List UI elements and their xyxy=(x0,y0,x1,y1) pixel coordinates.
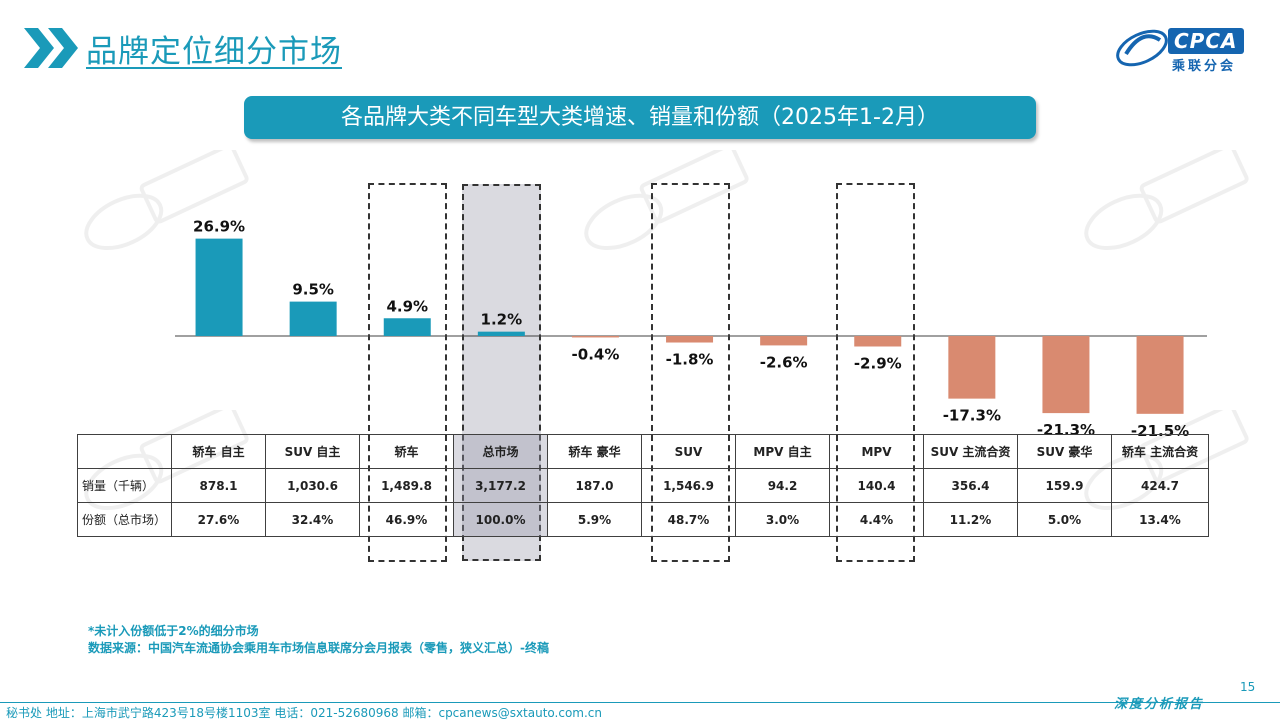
table-cell: 5.0% xyxy=(1017,502,1112,537)
table-header-cell: 轿车 豪华 xyxy=(547,434,642,469)
footnotes: *未计入份额低于2%的细分市场 数据来源：中国汽车流通协会乘用车市场信息联席分会… xyxy=(88,623,549,657)
table-header-cell: 轿车 主流合资 xyxy=(1111,434,1209,469)
logo-subtitle: 乘联分会 xyxy=(1172,59,1237,74)
logo-text: CPCA xyxy=(1168,28,1244,54)
table-header-cell: SUV 豪华 xyxy=(1017,434,1112,469)
table-cell: 11.2% xyxy=(923,502,1018,537)
table-header-cell: SUV xyxy=(641,434,736,469)
table-cell: 4.4% xyxy=(829,502,924,537)
bar-value-label: -0.4% xyxy=(572,345,620,363)
footer-contact: 秘书处 地址：上海市武宁路423号18号楼1103室 电话：021-526809… xyxy=(6,706,603,720)
footer-divider xyxy=(0,702,1280,703)
table-header-cell: SUV 自主 xyxy=(265,434,360,469)
table-header-cell: MPV xyxy=(829,434,924,469)
page-title: 品牌定位细分市场 xyxy=(86,34,342,70)
bar xyxy=(760,336,808,346)
bar-value-label: 1.2% xyxy=(481,311,523,329)
table-cell: 878.1 xyxy=(171,468,266,503)
table-row-label: 份额（总市场） xyxy=(77,502,172,537)
table-header-cell: 轿车 xyxy=(359,434,454,469)
table-cell: 3,177.2 xyxy=(453,468,548,503)
table-header-row: 轿车 自主 SUV 自主 轿车 总市场 轿车 豪华 SUV MPV 自主 MPV SUV 主流合… xyxy=(77,434,1209,469)
table-cell: 5.9% xyxy=(547,502,642,537)
table-cell: 140.4 xyxy=(829,468,924,503)
table-cell: 48.7% xyxy=(641,502,736,537)
chart-title-banner: 各品牌大类不同车型大类增速、销量和份额（2025年1-2月） xyxy=(244,96,1036,139)
bar-value-label: -1.8% xyxy=(666,351,714,369)
table-cell: 32.4% xyxy=(265,502,360,537)
bar-value-label: 9.5% xyxy=(292,281,334,299)
bar xyxy=(477,331,525,336)
bar xyxy=(854,336,902,347)
table-header-cell: SUV 主流合资 xyxy=(923,434,1018,469)
table-cell: 424.7 xyxy=(1111,468,1209,503)
table-cell: 187.0 xyxy=(547,468,642,503)
table-cell: 46.9% xyxy=(359,502,454,537)
table-cell: 13.4% xyxy=(1111,502,1209,537)
table-cell: 1,489.8 xyxy=(359,468,454,503)
bar xyxy=(571,336,619,338)
bar xyxy=(383,318,431,336)
bar xyxy=(289,301,337,336)
table-cell: 1,546.9 xyxy=(641,468,736,503)
footnote-data-source: 数据来源：中国汽车流通协会乘用车市场信息联席分会月报表（零售，狭义汇总）-终稿 xyxy=(88,641,549,655)
table-row-label: 销量（千辆） xyxy=(77,468,172,503)
chart-title: 各品牌大类不同车型大类增速、销量和份额（2025年1-2月） xyxy=(341,105,939,130)
bar-value-label: 26.9% xyxy=(193,218,245,236)
bar xyxy=(666,336,714,343)
table-cell: 3.0% xyxy=(735,502,830,537)
table-cell: 356.4 xyxy=(923,468,1018,503)
table-header-cell: MPV 自主 xyxy=(735,434,830,469)
table-cell: 27.6% xyxy=(171,502,266,537)
table-row-sales: 销量（千辆） 878.1 1,030.6 1,489.8 3,177.2 187.0 1,… xyxy=(77,468,1209,503)
table-cell: 94.2 xyxy=(735,468,830,503)
bar xyxy=(1136,336,1184,414)
table-cell: 100.0% xyxy=(453,502,548,537)
bar xyxy=(948,336,996,399)
bar-value-label: -2.6% xyxy=(760,353,808,371)
bar-value-label: -17.3% xyxy=(943,407,1001,425)
table-cell: 159.9 xyxy=(1017,468,1112,503)
footnote-share-threshold: *未计入份额低于2%的细分市场 xyxy=(88,624,259,638)
page-number: 15 xyxy=(1240,680,1256,694)
table-cell: 1,030.6 xyxy=(265,468,360,503)
bar xyxy=(195,238,243,336)
bar-value-label: 4.9% xyxy=(386,297,428,315)
footer-tagline: 深度分析报告 xyxy=(1114,697,1205,712)
table-row-share: 份额（总市场） 27.6% 32.4% 46.9% 100.0% 5.9% 48.7% 3.… xyxy=(77,502,1209,537)
table-header-cell: 轿车 自主 xyxy=(171,434,266,469)
header-chevron-icon xyxy=(24,28,78,68)
bar-value-label: -2.9% xyxy=(854,354,902,372)
table-header-cell: 总市场 xyxy=(453,434,548,469)
sales-share-table: 轿车 自主 SUV 自主 轿车 总市场 轿车 豪华 SUV MPV 自主 MPV SUV 主流合… xyxy=(77,434,1209,537)
cpca-logo-icon xyxy=(1116,29,1168,67)
bar xyxy=(1042,336,1090,414)
table-corner-cell xyxy=(77,434,172,469)
